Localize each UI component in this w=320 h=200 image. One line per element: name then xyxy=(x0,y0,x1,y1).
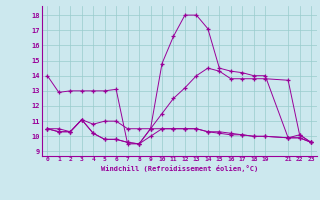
X-axis label: Windchill (Refroidissement éolien,°C): Windchill (Refroidissement éolien,°C) xyxy=(100,165,258,172)
